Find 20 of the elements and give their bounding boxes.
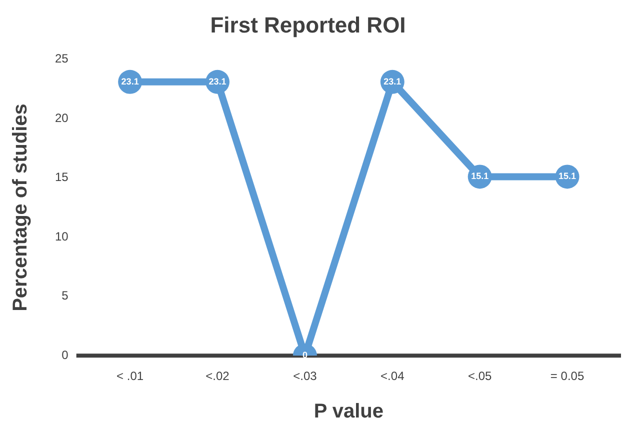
x-axis-title: P value xyxy=(314,400,384,423)
y-tick-label: 10 xyxy=(54,229,69,244)
data-label: 23.1 xyxy=(384,76,402,86)
x-tick-label: <.03 xyxy=(293,369,318,384)
x-tick-label: <.05 xyxy=(468,369,492,384)
data-label: 15.1 xyxy=(558,171,576,182)
y-tick-label: 25 xyxy=(54,52,69,66)
y-tick-label: 15 xyxy=(54,170,69,184)
data-label: 15.1 xyxy=(471,171,489,182)
y-tick-label: 5 xyxy=(62,288,69,303)
chart-title: First Reported ROI xyxy=(210,12,406,38)
data-label: 23.1 xyxy=(121,76,139,86)
y-axis-title: Percentage of studies xyxy=(10,104,32,312)
x-tick-label: <.02 xyxy=(206,369,230,384)
x-tick-label: < .01 xyxy=(116,369,144,384)
y-tick-label: 0 xyxy=(62,348,69,362)
data-label: 23.1 xyxy=(208,76,226,86)
y-tick-label: 20 xyxy=(54,110,69,125)
x-tick-label: <.04 xyxy=(380,369,405,384)
x-tick-label: = 0.05 xyxy=(550,369,584,384)
